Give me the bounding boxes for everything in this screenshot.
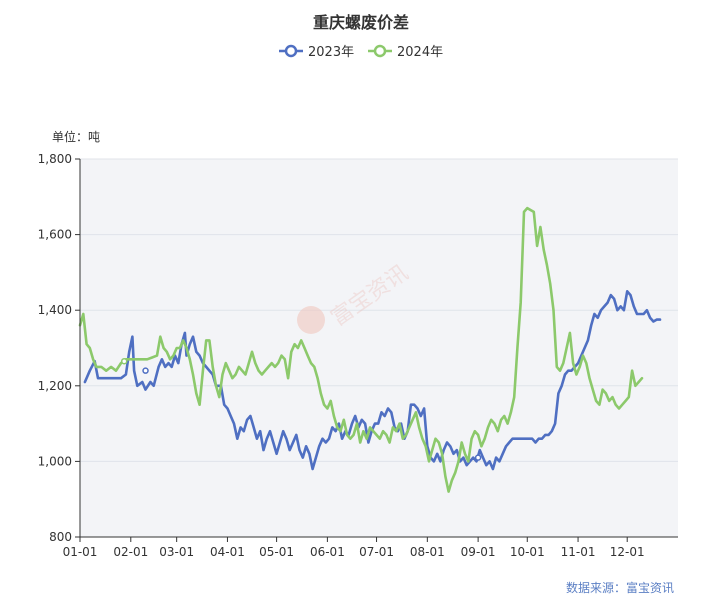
grid bbox=[80, 158, 678, 462]
x-tick-label: 01-01 bbox=[63, 545, 98, 559]
legend: 2023年 2024年 bbox=[279, 44, 443, 60]
x-tick-label: 10-01 bbox=[510, 545, 545, 559]
legend-label-2024: 2024年 bbox=[397, 45, 443, 60]
y-tick-label: 1,600 bbox=[38, 228, 72, 242]
y-axis: 800 1,000 1,200 1,400 1,600 1,800 bbox=[38, 152, 80, 544]
x-tick-label: 07-01 bbox=[359, 545, 394, 559]
x-tick-label: 06-01 bbox=[310, 545, 345, 559]
chart-title: 重庆螺废价差 bbox=[313, 13, 409, 32]
x-tick-label: 02-01 bbox=[113, 545, 148, 559]
x-tick-label: 05-01 bbox=[259, 545, 294, 559]
series bbox=[78, 206, 662, 493]
y-tick-label: 1,200 bbox=[38, 379, 72, 393]
legend-label-2023: 2023年 bbox=[308, 45, 354, 60]
x-tick-label: 08-01 bbox=[410, 545, 445, 559]
x-tick-label: 12-01 bbox=[610, 545, 645, 559]
unit-label: 单位：吨 bbox=[52, 129, 100, 144]
x-axis: 01-01 02-01 03-01 04-01 05-01 06-01 07-01 08-01… bbox=[63, 537, 645, 559]
data-point[interactable] bbox=[142, 367, 149, 374]
x-tick-label: 04-01 bbox=[210, 545, 245, 559]
x-tick-label: 09-01 bbox=[461, 545, 496, 559]
source-label: 数据来源：富宝资讯 bbox=[566, 580, 674, 595]
x-tick-label: 11-01 bbox=[561, 545, 596, 559]
y-tick-label: 1,800 bbox=[38, 152, 72, 166]
data-point[interactable] bbox=[474, 454, 482, 461]
series-line-2023[interactable] bbox=[83, 290, 662, 471]
plot-area bbox=[80, 159, 678, 537]
x-tick-label: 03-01 bbox=[159, 545, 194, 559]
y-tick-label: 1,000 bbox=[38, 454, 72, 468]
series-line-2024[interactable] bbox=[78, 206, 644, 493]
legend-item-2024[interactable]: 2024年 bbox=[368, 44, 443, 60]
y-tick-label: 800 bbox=[49, 530, 72, 544]
legend-item-2023[interactable]: 2023年 bbox=[279, 44, 354, 60]
y-tick-label: 1,400 bbox=[38, 303, 72, 317]
data-point[interactable] bbox=[120, 357, 128, 365]
